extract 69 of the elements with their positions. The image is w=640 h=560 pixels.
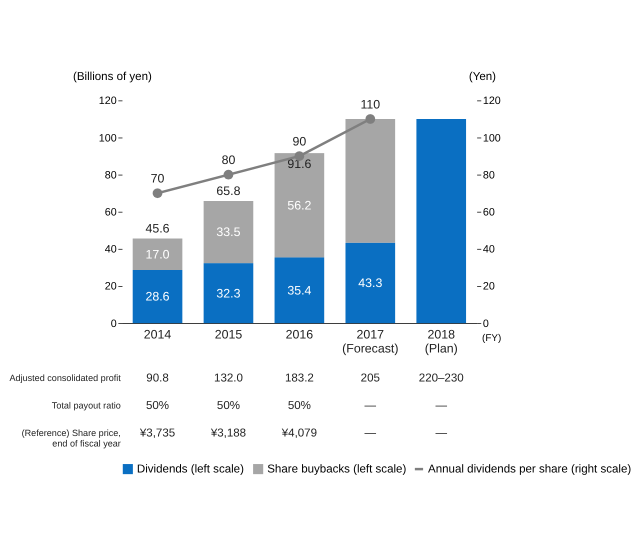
point: [152, 188, 162, 198]
legend-label: Share buybacks (left scale): [267, 463, 406, 476]
x-tick-label: 2015: [214, 327, 242, 342]
text: Adjusted consolidated profit: [9, 372, 122, 383]
bar: [274, 153, 324, 258]
y-tick-label: 80: [104, 169, 117, 182]
x-tick-label: 2018 (Plan): [424, 327, 458, 356]
text: —: [435, 400, 448, 412]
y-tick-label: 60: [104, 206, 117, 218]
y2-tick-label: 120: [482, 95, 501, 108]
bar: [132, 270, 182, 324]
data-label: 90: [292, 134, 306, 148]
text: 50%: [288, 400, 311, 412]
data-label: 56.2: [287, 198, 312, 212]
y2-tick-label: 60: [482, 206, 495, 218]
y-tick-label: 100: [98, 132, 117, 144]
bar: [132, 238, 182, 270]
bar: [274, 257, 324, 324]
y2-tick-label: 40: [482, 244, 495, 256]
y2-tick-label: 80: [482, 169, 495, 182]
text: 132.0: [214, 372, 243, 384]
bar: [416, 118, 466, 324]
text: Total payout ratio: [52, 400, 121, 410]
data-label: 32.3: [216, 286, 241, 300]
data-label: 70: [150, 172, 165, 186]
text: —: [364, 400, 377, 412]
x-tick-label: 2017 (Forecast): [342, 327, 398, 356]
text: ¥4,079: [280, 427, 318, 440]
x-tick-label: 2014: [144, 327, 172, 342]
bar: [204, 263, 254, 324]
data-label: 43.3: [358, 276, 382, 290]
point: [365, 114, 376, 124]
bar: [345, 242, 396, 324]
y-tick-label: 120: [98, 95, 117, 108]
text: 205: [360, 372, 380, 384]
total-label: 91.6: [287, 156, 312, 171]
text: 220–230: [418, 372, 464, 384]
text: 50%: [146, 400, 170, 412]
text: 90.8: [146, 372, 169, 384]
legend-label: Annual dividends per share (right scale): [428, 463, 632, 476]
x-tick-label: 2016: [286, 327, 314, 342]
data-label: 17.0: [145, 247, 170, 262]
bar: [345, 118, 396, 243]
text: —: [435, 427, 448, 440]
text: 50%: [216, 400, 240, 412]
y-axis-title: (Billions of yen): [72, 71, 152, 84]
bar: [204, 201, 254, 264]
y-tick-label: 20: [104, 280, 117, 293]
x-axis-title: (FY): [482, 332, 502, 344]
text: —: [364, 427, 377, 440]
y2-tick-label: 0: [482, 318, 489, 330]
y-tick-label: 0: [110, 318, 117, 330]
point: [224, 170, 234, 180]
data-label: 35.4: [287, 283, 312, 298]
text: 183.2: [284, 372, 314, 384]
data-label: 28.6: [145, 290, 170, 304]
y-tick-label: 40: [104, 244, 117, 256]
y2-tick-label: 20: [482, 280, 495, 293]
y2-tick-label: 100: [482, 132, 501, 144]
text: ¥3,735: [138, 427, 176, 440]
data-label: 33.5: [216, 225, 241, 240]
y2-axis-title: (Yen): [468, 71, 496, 84]
total-label: 65.8: [216, 184, 241, 198]
data-label: 80: [222, 152, 236, 167]
text: (Reference) Share price, end of fiscal year: [22, 428, 121, 449]
total-label: 45.6: [145, 222, 170, 236]
legend-label: Dividends (left scale): [136, 463, 244, 476]
data-label: 110: [360, 97, 380, 112]
text: ¥3,188: [210, 427, 246, 440]
